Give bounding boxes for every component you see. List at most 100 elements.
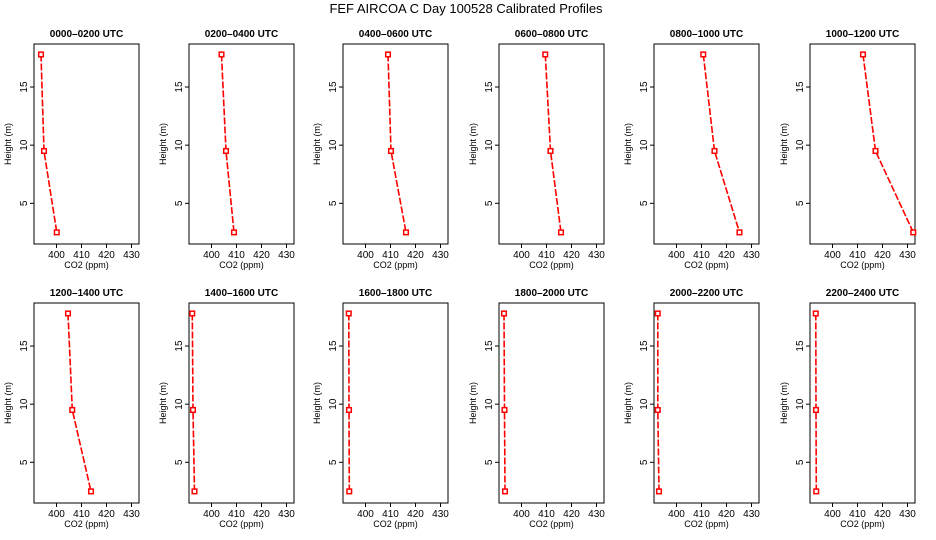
x-tick-label: 410	[849, 509, 866, 520]
panel-frame	[498, 302, 605, 504]
profile-line	[862, 54, 915, 233]
y-tick-label: 15	[484, 81, 495, 93]
profile-line	[67, 313, 92, 492]
x-tick-label: 410	[693, 509, 710, 520]
y-tick-label: 5	[19, 459, 30, 465]
data-point	[345, 310, 352, 317]
y-tick-label: 15	[795, 340, 806, 352]
panel-title: 0000–0200 UTC	[50, 29, 123, 40]
profile-line	[40, 54, 58, 233]
data-point	[910, 229, 917, 236]
panel-title: 1200–1400 UTC	[50, 288, 123, 299]
y-tick-label: 10	[795, 139, 806, 151]
data-point	[812, 310, 819, 317]
x-tick-label: 430	[899, 250, 916, 261]
data-point	[40, 147, 48, 155]
data-point	[87, 488, 95, 495]
data-point	[501, 406, 508, 414]
data-point	[872, 147, 879, 155]
panel-title: 1000–1200 UTC	[826, 29, 899, 40]
x-tick-label: 430	[278, 250, 295, 261]
panel-title: 0800–1000 UTC	[670, 29, 743, 40]
y-tick-label: 15	[328, 81, 339, 93]
x-tick-label: 430	[588, 509, 605, 520]
x-tick-label: 410	[693, 250, 710, 261]
profile-line	[814, 313, 818, 492]
panel-title: 1600–1800 UTC	[359, 288, 432, 299]
data-point	[700, 51, 707, 58]
x-axis-label: CO2 (ppm)	[64, 519, 109, 529]
y-tick-label: 5	[174, 200, 185, 206]
data-point	[345, 406, 353, 414]
x-tick-label: 420	[407, 250, 424, 261]
y-tick-label: 10	[639, 139, 650, 151]
main-title: FEF AIRCOA C Day 100528 Calibrated Profi…	[329, 1, 603, 16]
y-tick-label: 15	[19, 340, 30, 352]
y-tick-label: 5	[639, 200, 650, 206]
y-tick-label: 5	[484, 200, 495, 206]
data-point	[69, 406, 76, 414]
chart-panel: 1800–2000 UTC 400 410 420 430 5 10 15 CO2 (ppm) H…	[468, 288, 605, 529]
chart-panel: 1000–1200 UTC 400 410 420 430 5 10 15 CO2 (ppm) H…	[779, 29, 917, 270]
data-point	[654, 310, 661, 317]
data-point	[813, 488, 820, 495]
y-axis-label: Height (m)	[468, 123, 478, 165]
data-point	[218, 51, 225, 58]
data-point	[387, 147, 395, 155]
x-tick-label: 420	[98, 250, 115, 261]
y-axis-label: Height (m)	[779, 123, 789, 165]
y-tick-label: 5	[795, 200, 806, 206]
y-axis-label: Height (m)	[158, 382, 168, 424]
x-tick-label: 410	[73, 509, 90, 520]
x-tick-label: 400	[668, 250, 685, 261]
panel-title: 0400–0600 UTC	[359, 29, 432, 40]
y-tick-label: 15	[484, 340, 495, 352]
chart-panel: 1600–1800 UTC 400 410 420 430 5 10 15 CO2 (ppm) H…	[312, 288, 449, 529]
y-tick-label: 5	[484, 459, 495, 465]
y-axis-label: Height (m)	[312, 382, 322, 424]
x-axis-label: CO2 (ppm)	[529, 260, 574, 270]
panel-frame	[188, 302, 295, 504]
y-tick-label: 10	[639, 398, 650, 410]
x-tick-label: 430	[123, 250, 140, 261]
y-tick-label: 15	[795, 81, 806, 93]
x-tick-label: 420	[407, 509, 424, 520]
y-tick-label: 15	[19, 81, 30, 93]
y-tick-label: 15	[174, 340, 185, 352]
y-tick-label: 10	[19, 398, 30, 410]
y-tick-label: 10	[328, 139, 339, 151]
chart-panel: 0600–0800 UTC 400 410 420 430 5 10 15 CO2 (ppm) H…	[468, 29, 605, 270]
panel-frame	[33, 302, 140, 504]
y-tick-label: 15	[639, 340, 650, 352]
data-point	[812, 406, 820, 414]
data-point	[37, 51, 45, 58]
y-axis-label: Height (m)	[623, 382, 633, 424]
data-point	[384, 51, 392, 58]
profile-line	[347, 313, 351, 492]
x-axis-label: CO2 (ppm)	[840, 260, 885, 270]
data-point	[64, 310, 72, 317]
x-tick-label: 420	[874, 509, 891, 520]
panel-frame	[188, 43, 295, 245]
data-point	[711, 147, 718, 155]
x-tick-label: 430	[123, 509, 140, 520]
panel-frame	[653, 43, 760, 245]
y-tick-label: 5	[328, 459, 339, 465]
chart-panel: 1200–1400 UTC 400 410 420 430 5 10 15 CO2 (ppm) H…	[3, 288, 140, 529]
y-axis-label: Height (m)	[312, 123, 322, 165]
profile-line	[656, 313, 660, 492]
panel-title: 0200–0400 UTC	[205, 29, 278, 40]
x-axis-label: CO2 (ppm)	[529, 519, 574, 529]
x-tick-label: 400	[48, 250, 65, 261]
y-tick-label: 10	[174, 139, 185, 151]
y-axis-label: Height (m)	[468, 382, 478, 424]
panel-title: 1400–1600 UTC	[205, 288, 278, 299]
x-axis-label: CO2 (ppm)	[373, 519, 418, 529]
chart-panel: 0800–1000 UTC 400 410 420 430 5 10 15 CO2 (ppm) H…	[623, 29, 760, 270]
x-tick-label: 420	[563, 509, 580, 520]
data-point	[547, 147, 554, 155]
x-tick-label: 420	[874, 250, 891, 261]
data-point	[500, 310, 508, 317]
data-point	[542, 51, 549, 58]
